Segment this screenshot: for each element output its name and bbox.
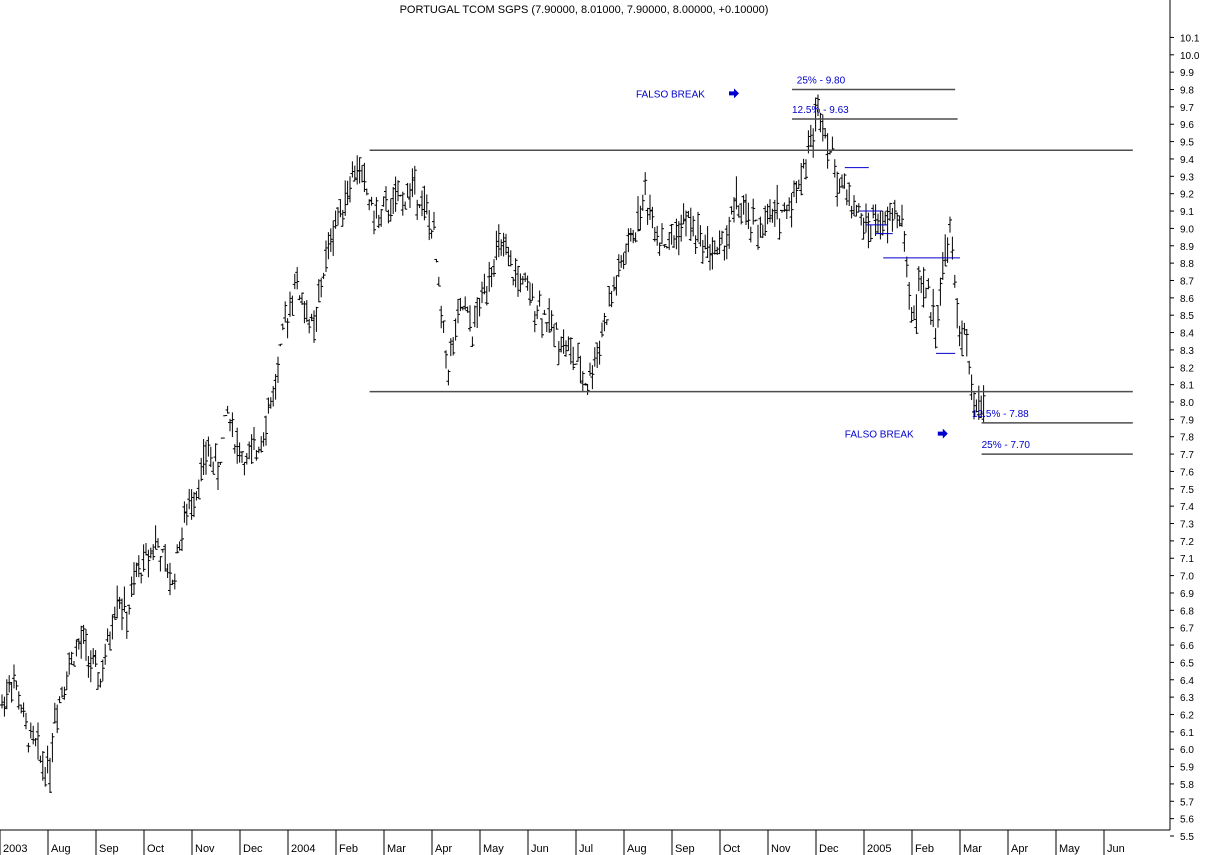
x-tick-label: May xyxy=(483,843,504,855)
y-tick-label: 5.9 xyxy=(1180,763,1194,774)
y-tick-label: 7.5 xyxy=(1180,485,1194,496)
y-tick-label: 5.5 xyxy=(1180,832,1194,843)
y-tick-label: 7.1 xyxy=(1180,554,1194,565)
y-tick-label: 8.5 xyxy=(1180,311,1194,322)
x-tick-label: 2004 xyxy=(291,843,315,855)
fib-level-label: 25% - 7.70 xyxy=(982,440,1031,451)
x-tick-label: Mar xyxy=(387,843,406,855)
y-tick-label: 6.5 xyxy=(1180,658,1194,669)
y-tick-label: 5.6 xyxy=(1180,815,1194,826)
y-tick-label: 6.6 xyxy=(1180,641,1194,652)
x-tick-label: Apr xyxy=(435,843,452,855)
arrow-right-icon xyxy=(937,428,948,439)
x-tick-label: 2005 xyxy=(867,843,891,855)
y-tick-label: 6.0 xyxy=(1180,745,1194,756)
y-tick-label: 10.1 xyxy=(1180,33,1200,44)
y-tick-label: 7.3 xyxy=(1180,520,1194,531)
fib-level-label: 12.5% - 9.63 xyxy=(792,105,849,116)
x-tick-label: Oct xyxy=(723,843,740,855)
falso-break-label: FALSO BREAK xyxy=(636,89,705,100)
fib-level-label: 12.5% - 7.88 xyxy=(972,409,1029,420)
x-tick-label: Aug xyxy=(51,843,71,855)
y-tick-label: 7.6 xyxy=(1180,467,1194,478)
y-tick-label: 5.8 xyxy=(1180,780,1194,791)
fib-level-label: 25% - 9.80 xyxy=(797,76,846,87)
y-tick-label: 6.8 xyxy=(1180,606,1194,617)
x-tick-label: Feb xyxy=(339,843,358,855)
x-tick-label: Sep xyxy=(675,843,695,855)
x-tick-label: Sep xyxy=(99,843,119,855)
arrow-right-icon xyxy=(729,88,739,99)
y-tick-label: 9.5 xyxy=(1180,138,1194,149)
x-tick-label: Jul xyxy=(579,843,593,855)
y-tick-label: 9.7 xyxy=(1180,103,1194,114)
y-tick-label: 6.2 xyxy=(1180,710,1194,721)
y-tick-label: 8.6 xyxy=(1180,294,1194,305)
y-tick-label: 5.7 xyxy=(1180,797,1194,808)
y-tick-label: 9.3 xyxy=(1180,172,1194,183)
y-tick-label: 8.2 xyxy=(1180,363,1194,374)
y-tick-label: 7.9 xyxy=(1180,415,1194,426)
chart-title: PORTUGAL TCOM SGPS (7.90000, 8.01000, 7.… xyxy=(400,4,769,16)
y-tick-label: 7.8 xyxy=(1180,433,1194,444)
y-tick-label: 8.4 xyxy=(1180,329,1194,340)
y-axis: 5.5 5.6 5.7 5.8 5.9 6.0 6.1 6.2 6.3 6.4 6.5 6.6 6.7 6… xyxy=(1169,0,1200,843)
x-tick-label: Dec xyxy=(819,843,839,855)
falso-break-label: FALSO BREAK xyxy=(845,430,914,441)
y-tick-label: 8.1 xyxy=(1180,381,1194,392)
x-tick-label: May xyxy=(1059,843,1080,855)
y-tick-label: 9.6 xyxy=(1180,120,1194,131)
x-axis: 2003 Aug Sep Oct Nov Dec 2004 Feb Mar Apr May Jun Ju… xyxy=(0,829,1170,855)
y-tick-label: 10.0 xyxy=(1180,51,1200,62)
y-tick-label: 6.1 xyxy=(1180,728,1194,739)
x-tick-label: Nov xyxy=(771,843,791,855)
y-tick-label: 8.3 xyxy=(1180,346,1194,357)
y-tick-label: 9.4 xyxy=(1180,155,1194,166)
annotations: 25% - 9.80 12.5% - 9.63 FALSO BREAK 12.5% -… xyxy=(636,76,1030,452)
x-tick-label: Mar xyxy=(963,843,982,855)
y-tick-label: 6.3 xyxy=(1180,693,1194,704)
x-tick-label: Dec xyxy=(243,843,263,855)
x-tick-label: Aug xyxy=(627,843,647,855)
y-tick-label: 6.4 xyxy=(1180,676,1194,687)
y-tick-label: 9.9 xyxy=(1180,68,1194,79)
y-tick-label: 7.7 xyxy=(1180,450,1194,461)
blue-segments xyxy=(844,167,960,354)
y-tick-label: 8.7 xyxy=(1180,276,1194,287)
y-tick-label: 7.4 xyxy=(1180,502,1194,513)
y-tick-label: 9.0 xyxy=(1180,224,1194,235)
y-tick-label: 7.2 xyxy=(1180,537,1194,548)
x-tick-label: 2003 xyxy=(3,843,27,855)
y-tick-label: 8.0 xyxy=(1180,398,1194,409)
y-tick-label: 9.2 xyxy=(1180,190,1194,201)
x-tick-label: Apr xyxy=(1011,843,1028,855)
price-bars xyxy=(0,94,986,794)
x-tick-label: Oct xyxy=(147,843,164,855)
y-tick-label: 6.7 xyxy=(1180,624,1194,635)
x-tick-label: Jun xyxy=(531,843,549,855)
x-tick-label: Jun xyxy=(1107,843,1125,855)
y-tick-label: 9.8 xyxy=(1180,86,1194,97)
y-tick-label: 9.1 xyxy=(1180,207,1194,218)
x-tick-label: Nov xyxy=(195,843,215,855)
x-tick-label: Feb xyxy=(915,843,934,855)
y-tick-label: 7.0 xyxy=(1180,572,1194,583)
y-tick-label: 6.9 xyxy=(1180,589,1194,600)
y-tick-label: 8.8 xyxy=(1180,259,1194,270)
support-resistance-lines xyxy=(369,88,1133,455)
y-tick-label: 8.9 xyxy=(1180,242,1194,253)
